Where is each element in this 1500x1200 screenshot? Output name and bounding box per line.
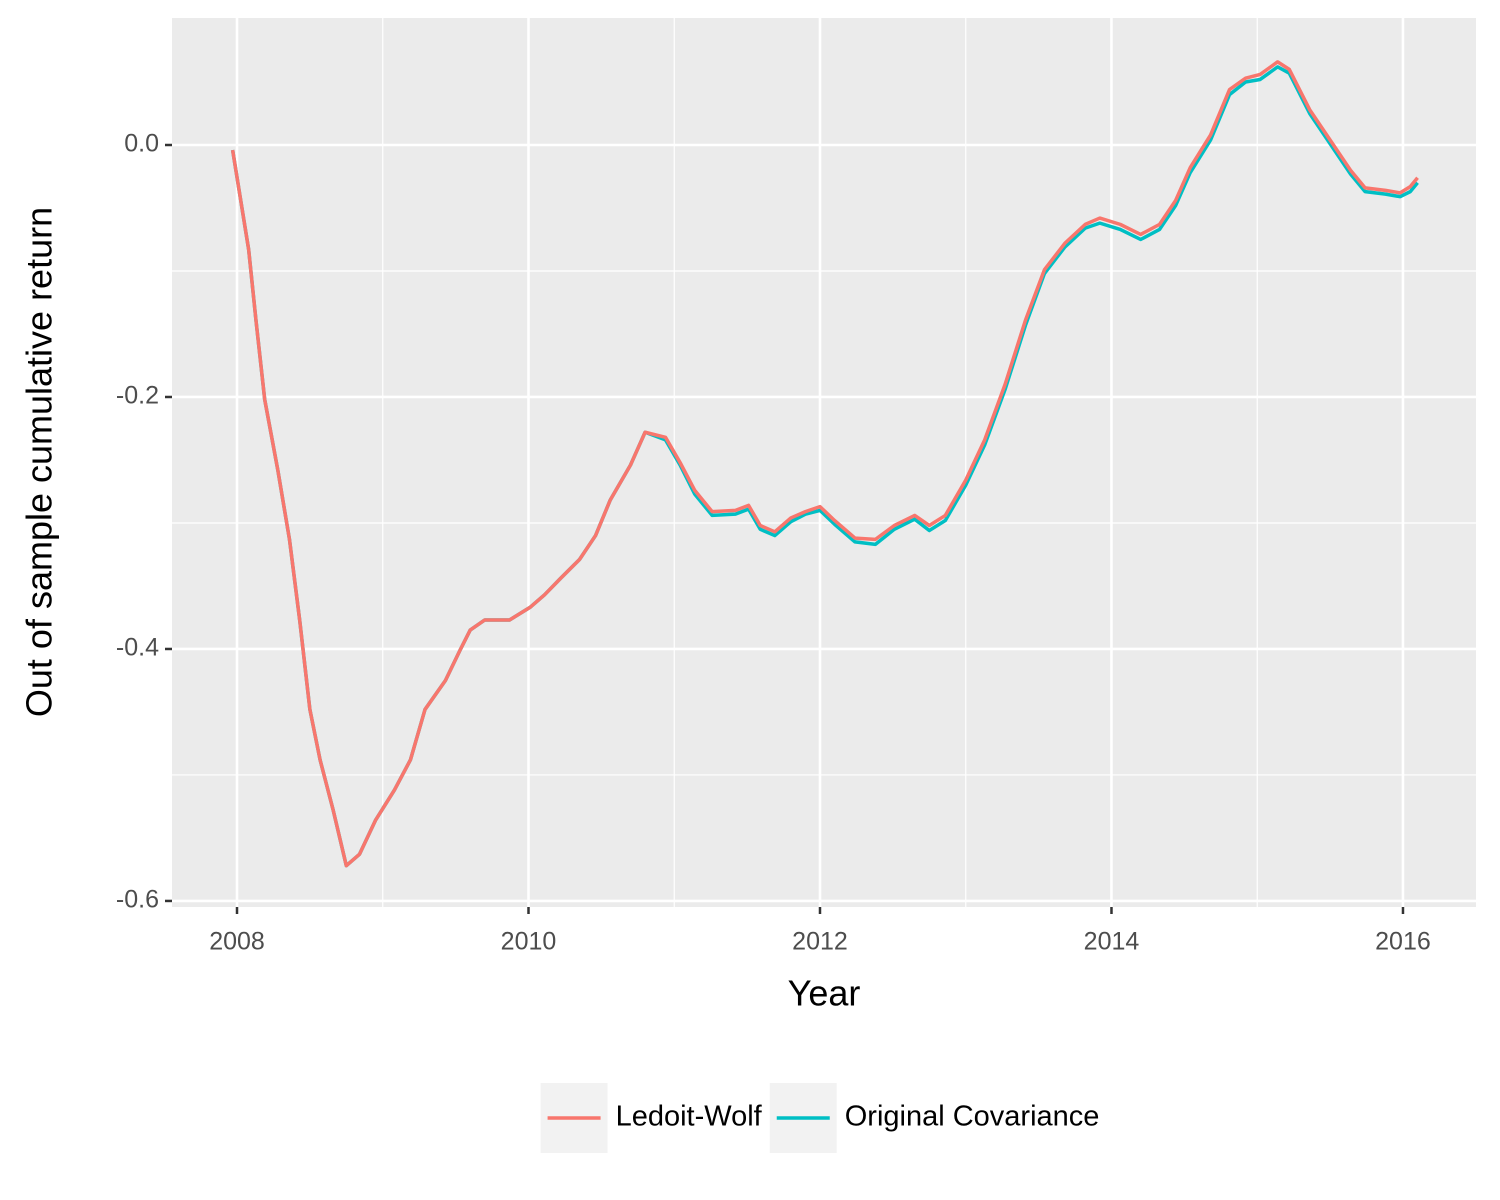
series-line xyxy=(230,60,1419,868)
legend-label: Original Covariance xyxy=(845,1101,1100,1133)
legend-label: Ledoit-Wolf xyxy=(616,1101,763,1133)
legend: Ledoit-Wolf Original Covariance xyxy=(540,1083,1100,1153)
plot-panel xyxy=(172,18,1476,907)
y-axis-title: Out of sample cumulative return xyxy=(19,207,60,717)
x-tick-label: 2014 xyxy=(1084,928,1140,956)
y-tick-label: -0.6 xyxy=(116,886,159,914)
y-tick-label: -0.2 xyxy=(116,382,159,410)
grid xyxy=(172,18,1476,907)
lines xyxy=(230,60,1419,868)
x-tick-label: 2010 xyxy=(501,928,557,956)
y-tick-label: -0.4 xyxy=(116,634,159,662)
y-tick-label: 0.0 xyxy=(124,130,159,158)
x-axis-title: Year xyxy=(788,973,861,1014)
x-tick-label: 2012 xyxy=(792,928,848,956)
x-tick-label: 2008 xyxy=(209,928,265,956)
axes: 0.0 -0.2 -0.4 -0.6 2008 2010 2012 2014 2016 xyxy=(116,130,1431,956)
x-tick-label: 2016 xyxy=(1375,928,1431,956)
